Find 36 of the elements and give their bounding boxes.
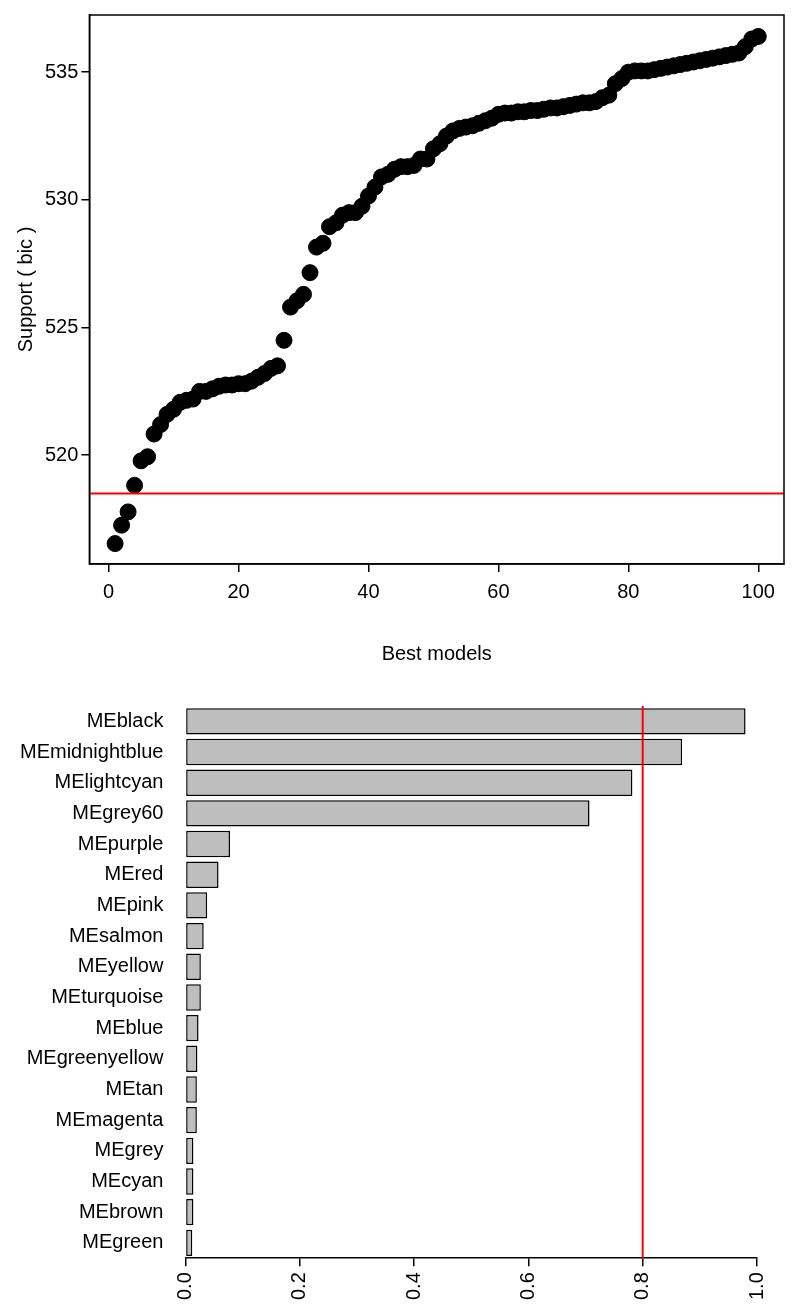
- y-tick-label: MEbrown: [78, 1199, 164, 1222]
- y-tick-label: MEmagenta: [55, 1107, 165, 1130]
- y-tick-label: MEgrey: [94, 1138, 164, 1161]
- y-tick-label: 535: [44, 59, 79, 82]
- x-tick-label: 0.8: [630, 1272, 653, 1301]
- y-tick-label: MEyellow: [77, 954, 164, 977]
- x-tick-label: 80: [617, 579, 640, 602]
- x-tick-label: 60: [487, 579, 510, 602]
- y-tick-label: 525: [44, 315, 79, 338]
- x-tick-label: 0: [103, 579, 115, 602]
- y-tick-label: MEturquoise: [51, 984, 164, 1007]
- y-tick-label: MEgreen: [82, 1230, 164, 1253]
- y-tick-label: MEblack: [86, 708, 165, 731]
- x-tick-label: 0.2: [287, 1272, 310, 1301]
- x-tick-label: 0.6: [515, 1272, 538, 1301]
- x-tick-label: 0.0: [172, 1272, 195, 1301]
- x-axis-title: Best models: [381, 641, 492, 664]
- x-tick-label: 100: [741, 579, 775, 602]
- y-tick-label: 520: [44, 442, 79, 465]
- x-tick-label: 20: [227, 579, 250, 602]
- x-tick-label: 1.0: [744, 1272, 767, 1301]
- y-tick-label: MEpurple: [77, 831, 164, 854]
- y-tick-label: MEred: [104, 862, 164, 885]
- y-tick-label: MEcyan: [91, 1169, 164, 1192]
- y-axis-title: Support ( bic ): [13, 226, 36, 353]
- x-tick-label: 40: [357, 579, 380, 602]
- y-tick-label: MEtan: [105, 1076, 164, 1099]
- y-tick-label: MEsalmon: [68, 923, 164, 946]
- y-tick-label: MEgreenyellow: [26, 1046, 164, 1069]
- y-tick-label: 530: [44, 187, 79, 210]
- y-tick-label: MEmidnightblue: [19, 739, 164, 762]
- y-tick-label: MEblue: [95, 1015, 164, 1038]
- x-tick-label: 0.4: [401, 1272, 424, 1301]
- y-tick-label: MElightcyan: [54, 770, 164, 793]
- y-tick-label: MEgrey60: [72, 800, 164, 823]
- y-tick-label: MEpink: [96, 892, 165, 915]
